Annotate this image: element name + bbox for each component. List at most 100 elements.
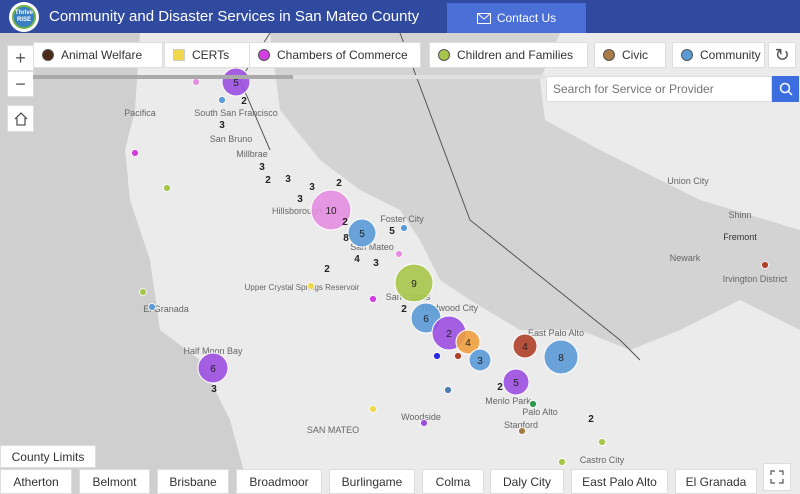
city-button-el-granada[interactable]: El Granada (675, 469, 757, 494)
city-button-brisbane[interactable]: Brisbane (157, 469, 229, 494)
mail-icon (476, 12, 491, 24)
point-marker[interactable] (420, 419, 428, 427)
place-label: Menlo Park (485, 396, 531, 406)
point-marker[interactable] (395, 250, 403, 258)
place-label: Newark (670, 253, 701, 263)
legend-label: Community (700, 48, 761, 62)
cluster-marker[interactable] (394, 263, 434, 303)
count-label: 3 (309, 182, 315, 193)
cluster-marker[interactable] (502, 368, 530, 396)
city-button-east-palo-alto[interactable]: East Palo Alto (571, 469, 668, 494)
cluster-count: 2 (446, 329, 452, 340)
point-marker[interactable] (518, 427, 526, 435)
legend-item-children-and-families[interactable]: Children and Families (429, 42, 588, 68)
point-marker[interactable] (131, 149, 139, 157)
count-label: 3 (373, 258, 379, 269)
legend-swatch-icon (438, 49, 450, 61)
point-marker[interactable] (148, 303, 156, 311)
place-label: Palo Alto (522, 407, 558, 417)
cluster-count: 4 (465, 338, 471, 349)
point-marker[interactable] (369, 405, 377, 413)
point-marker[interactable] (218, 96, 226, 104)
place-label: Shinn (728, 210, 751, 220)
place-label: Irvington District (723, 274, 788, 284)
cluster-marker[interactable] (455, 329, 481, 355)
legend-item-chambers-of-commerce[interactable]: Chambers of Commerce (249, 42, 421, 68)
cluster-marker[interactable] (468, 348, 492, 372)
city-button-burlingame[interactable]: Burlingame (329, 469, 415, 494)
point-marker[interactable] (139, 288, 147, 296)
count-label: 2 (265, 175, 271, 186)
point-marker[interactable] (529, 400, 537, 408)
point-marker[interactable] (369, 295, 377, 303)
point-marker[interactable] (400, 224, 408, 232)
bay (270, 33, 800, 350)
search-button[interactable] (772, 76, 799, 102)
city-button-colma[interactable]: Colma (422, 469, 484, 494)
point-marker[interactable] (558, 458, 566, 466)
zoom-out-button[interactable]: − (7, 71, 34, 97)
county-boundary (399, 33, 641, 361)
place-label: SAN MATEO (307, 425, 359, 435)
place-label: Foster City (380, 214, 424, 224)
city-button-broadmoor[interactable]: Broadmoor (236, 469, 322, 494)
app-title: Community and Disaster Services in San M… (49, 8, 420, 25)
place-label: Half Moon Bay (183, 346, 243, 356)
cluster-marker[interactable] (197, 352, 229, 384)
legend-label: Animal Welfare (61, 48, 143, 62)
search-input[interactable] (546, 76, 772, 102)
legend-item-civic[interactable]: Civic (594, 42, 666, 68)
legend-item-certs[interactable]: CERTs (164, 42, 250, 68)
city-button-daly-city[interactable]: Daly City (490, 469, 564, 494)
home-button[interactable] (7, 105, 34, 132)
fullscreen-button[interactable] (763, 463, 791, 491)
cluster-marker[interactable] (347, 218, 377, 248)
legend-item-community[interactable]: Community (672, 42, 765, 68)
place-label: Fremont (723, 232, 757, 242)
point-marker[interactable] (761, 261, 769, 269)
cluster-count: 5 (513, 378, 519, 389)
count-label: 2 (401, 304, 407, 315)
contact-us-button[interactable]: Contact Us (447, 3, 586, 33)
cluster-marker[interactable] (310, 189, 352, 231)
place-label: San Mateo (350, 242, 394, 252)
place-label: Millbrae (236, 149, 268, 159)
legend-scrollbar[interactable] (33, 75, 545, 79)
cluster-marker[interactable] (543, 339, 579, 375)
cluster-count: 4 (522, 342, 528, 353)
place-label: Stanford (504, 420, 538, 430)
point-marker[interactable] (192, 78, 200, 86)
city-button-belmont[interactable]: Belmont (79, 469, 150, 494)
county-limits-button[interactable]: County Limits (0, 445, 96, 468)
legend-swatch-icon (258, 49, 270, 61)
legend-item-animal-welfare[interactable]: Animal Welfare (33, 42, 163, 68)
point-marker[interactable] (598, 438, 606, 446)
count-label: 2 (241, 96, 247, 107)
count-label: 5 (389, 226, 395, 237)
city-button-atherton[interactable]: Atherton (0, 469, 72, 494)
count-label: 3 (211, 384, 217, 395)
count-label: 2 (497, 382, 503, 393)
point-marker[interactable] (307, 282, 315, 290)
legend-label: CERTs (192, 48, 230, 62)
home-icon (14, 111, 27, 126)
ocean (0, 33, 250, 494)
point-marker[interactable] (433, 352, 441, 360)
map[interactable]: South San Francisco Pacifica San Bruno Mill… (0, 33, 800, 494)
legend-label: Chambers of Commerce (277, 48, 408, 62)
refresh-button[interactable]: ↻ (768, 42, 796, 68)
cluster-marker[interactable] (512, 333, 538, 359)
point-marker[interactable] (163, 184, 171, 192)
place-label: South San Francisco (194, 108, 278, 118)
refresh-icon: ↻ (774, 44, 790, 65)
point-marker[interactable] (444, 386, 452, 394)
place-label: East Palo Alto (528, 328, 584, 338)
cluster-count: 8 (558, 353, 564, 364)
count-label: 3 (285, 174, 291, 185)
zoom-in-button[interactable]: + (7, 45, 34, 71)
cluster-count: 3 (477, 356, 483, 367)
point-marker[interactable] (454, 352, 462, 360)
scrollbar-thumb[interactable] (33, 75, 293, 79)
count-label: 2 (342, 217, 348, 228)
legend-swatch-icon (173, 49, 185, 61)
